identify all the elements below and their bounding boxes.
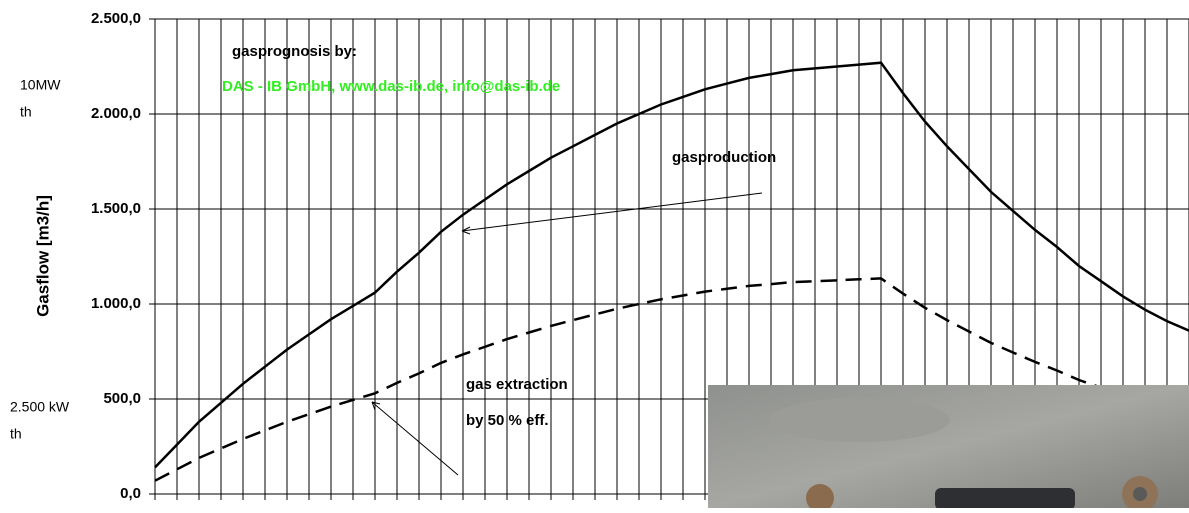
annotation: th <box>10 426 22 442</box>
photo <box>708 385 1189 508</box>
annotation: 2.500 kW <box>10 399 70 415</box>
photo-detail <box>1133 487 1147 501</box>
annotation: gas extraction <box>466 376 568 393</box>
annotation: gasprognosis by: <box>232 43 357 60</box>
y-tick-label: 2.000,0 <box>91 105 141 122</box>
annotation: DAS - IB GmbH, www.das-ib.de, info@das-i… <box>222 78 560 95</box>
annotation: th <box>20 104 32 120</box>
annotation: gasproduction <box>672 149 776 166</box>
y-tick-label: 1.000,0 <box>91 295 141 312</box>
chart: gasprognosis by: DAS - IB GmbH, www.das-… <box>0 0 1189 508</box>
photo-detail <box>935 488 1075 508</box>
y-tick-label: 2.500,0 <box>91 10 141 27</box>
annotation: 10MW <box>20 77 61 93</box>
y-tick-label: 500,0 <box>103 390 141 407</box>
y-tick-label: 0,0 <box>120 485 141 502</box>
y-tick-label: 1.500,0 <box>91 200 141 217</box>
annotation: by 50 % eff. <box>466 412 549 429</box>
annotation-arrows <box>372 193 762 475</box>
photo-detail <box>770 398 950 442</box>
y-axis-label: Gasflow [m3/h] <box>33 195 52 317</box>
arrow <box>372 402 458 475</box>
